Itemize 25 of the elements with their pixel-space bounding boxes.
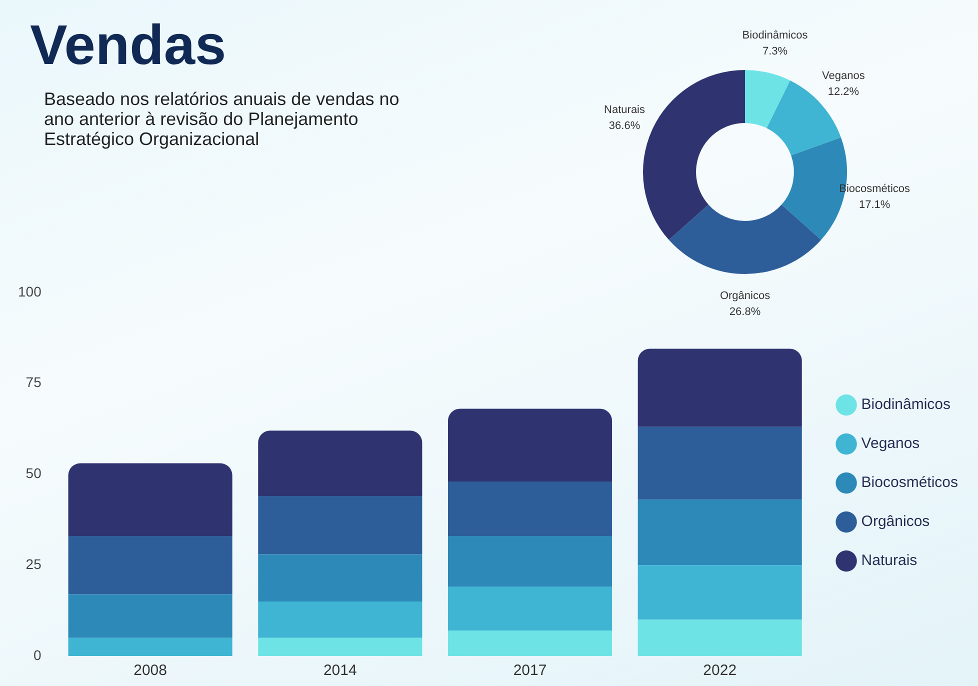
- legend-label: Orgânicos: [861, 513, 930, 530]
- x-tick-label: 2017: [513, 662, 547, 680]
- legend-label: Biodinâmicos: [861, 396, 951, 414]
- y-tick-label: 75: [26, 374, 42, 390]
- y-tick-label: 50: [26, 465, 42, 482]
- data-label: 7.3%: [762, 45, 788, 58]
- chart-subtitle: Baseado nos relatórios anuais de vendas no ano anterior à revisão do Planejamento Estratégico Organizacional: [44, 89, 400, 150]
- x-tick-label: 2022: [703, 662, 737, 680]
- y-tick-label: 25: [26, 556, 42, 572]
- y-tick-label: 100: [18, 283, 42, 300]
- chart-title: Vendas: [30, 13, 226, 76]
- x-tick-label: 2008: [134, 662, 167, 680]
- data-label: 12.2%: [828, 86, 860, 98]
- x-tick-label: 2014: [323, 662, 357, 680]
- legend-label: Naturais: [861, 552, 918, 570]
- slice-label: Veganos: [822, 70, 866, 82]
- y-tick-label: 0: [34, 646, 42, 663]
- data-label: 36.6%: [608, 120, 640, 132]
- slice-label: Orgânicos: [720, 290, 771, 302]
- slice-label: Biodinâmicos: [742, 29, 808, 42]
- data-label: 26.8%: [729, 306, 761, 318]
- data-label: 17.1%: [858, 199, 890, 212]
- legend-label: Veganos: [861, 435, 920, 452]
- legend-label: Biocosméticos: [861, 474, 958, 492]
- slice-label: Naturais: [604, 104, 646, 116]
